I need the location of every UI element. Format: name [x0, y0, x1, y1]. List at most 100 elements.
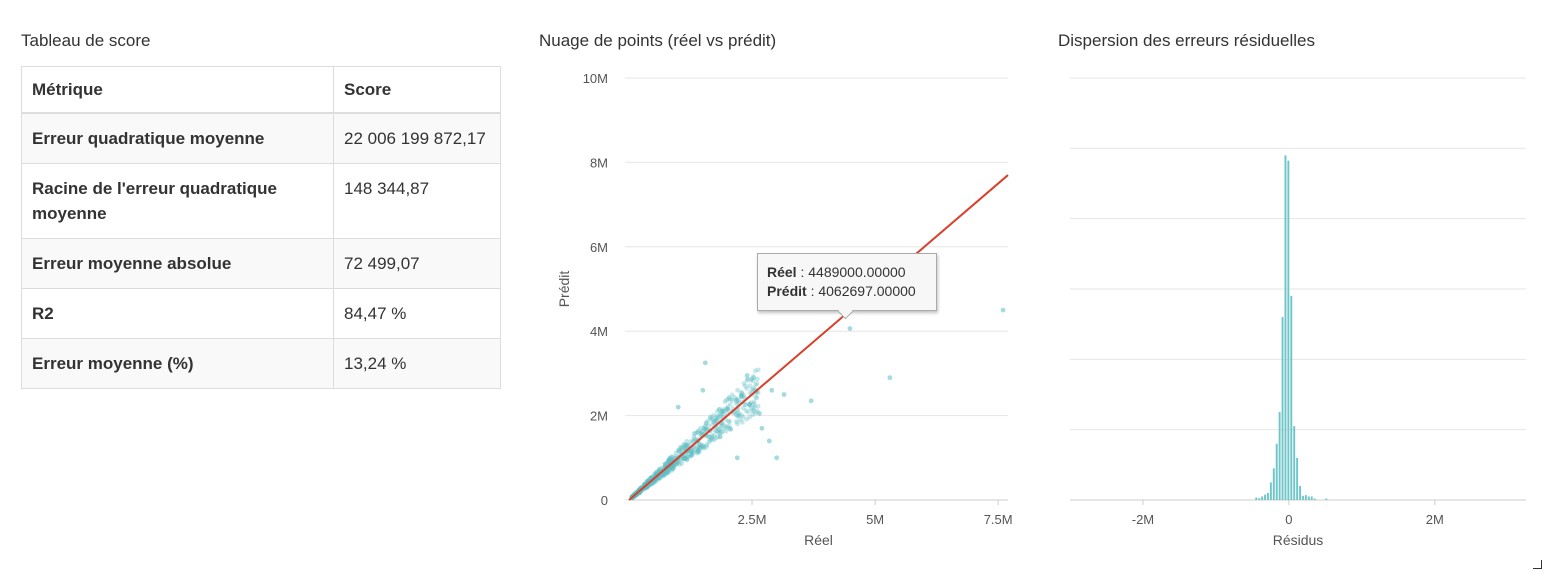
- scatter-point: [683, 455, 689, 461]
- scatter-point: [675, 448, 681, 453]
- x-tick-label: -2M: [1132, 512, 1154, 527]
- scatter-point: [691, 434, 697, 440]
- metric-cell: Erreur moyenne absolue: [21, 238, 334, 289]
- residuals-histogram[interactable]: -2M 0 2M Résidus: [1070, 77, 1526, 548]
- scatter-point: [655, 477, 660, 483]
- scatter-point: [744, 416, 750, 422]
- scatter-point: [720, 408, 726, 414]
- scatter-point: [662, 462, 668, 468]
- table-header-row: Métrique Score: [21, 66, 501, 114]
- scatter-point: [698, 432, 704, 437]
- x-tick-label: 2M: [1426, 512, 1444, 527]
- scatter-point: [662, 472, 668, 477]
- x-axis-label: Réel: [804, 532, 833, 548]
- scatter-point: [688, 453, 694, 459]
- scatter-point: [694, 450, 700, 456]
- scatter-point: [652, 471, 657, 477]
- y-tick-label: 8M: [590, 155, 608, 170]
- scatter-point: [735, 410, 741, 415]
- histogram-bar: [1299, 485, 1302, 500]
- scatter-point: [683, 456, 688, 462]
- scatter-point: [697, 441, 703, 447]
- scatter-point: [718, 426, 723, 432]
- scatter-point: [666, 457, 672, 463]
- scatter-point: [693, 446, 699, 452]
- scatter-point: [666, 458, 672, 464]
- residuals-chart-title: Dispersion des erreurs résiduelles: [1058, 31, 1316, 50]
- scatter-point: [699, 442, 705, 448]
- scatter-point: [720, 407, 726, 413]
- scatter-point: [781, 392, 787, 397]
- scatter-point: [709, 415, 715, 421]
- scatter-point: [847, 326, 853, 331]
- scatter-point: [737, 417, 743, 423]
- histogram-bar: [1293, 426, 1296, 500]
- scatter-point: [726, 419, 732, 425]
- scatter-point: [739, 412, 744, 418]
- scatter-point: [664, 469, 670, 475]
- scatter-point: [719, 429, 724, 435]
- scatter-point: [757, 411, 762, 416]
- scatter-point: [684, 457, 690, 463]
- scatter-point: [713, 418, 719, 424]
- scatter-point: [679, 444, 685, 450]
- scatter-point: [683, 443, 689, 449]
- scatter-point: [689, 448, 695, 454]
- scatter-point: [649, 481, 655, 487]
- histogram-bar: [1255, 497, 1258, 500]
- scatter-point: [751, 385, 756, 391]
- scatter-point: [698, 444, 703, 450]
- scatter-point: [728, 426, 734, 432]
- scatter-chart-title: Nuage de points (réel vs prédit): [539, 31, 777, 50]
- scatter-point: [716, 407, 722, 413]
- scatter-point: [682, 444, 688, 450]
- scatter-point: [694, 430, 700, 435]
- scatter-point: [716, 406, 722, 412]
- scatter-point: [742, 402, 748, 407]
- scatter-point: [702, 427, 708, 432]
- scatter-point: [753, 410, 759, 416]
- scatter-point: [723, 428, 729, 434]
- scatter-point: [732, 395, 738, 400]
- scatter-point: [709, 434, 714, 440]
- scatter-point: [717, 413, 723, 419]
- scatter-point: [740, 405, 746, 411]
- scatter-point: [720, 409, 726, 414]
- scatter-point: [689, 449, 695, 454]
- scatter-point: [740, 414, 746, 420]
- scatter-point: [662, 461, 668, 467]
- scatter-point: [750, 378, 756, 384]
- scatter-point: [710, 412, 716, 418]
- scatter-point: [734, 401, 739, 407]
- score-cell: 22 006 199 872,17: [333, 112, 501, 164]
- scatter-point: [755, 403, 761, 409]
- histogram-bar: [1307, 496, 1310, 500]
- scatter-point: [703, 426, 709, 432]
- scatter-point: [749, 376, 755, 382]
- scatter-point: [671, 464, 677, 470]
- scatter-point: [678, 444, 683, 450]
- histogram-bar: [1284, 155, 1287, 500]
- scatter-point: [681, 456, 686, 462]
- scatter-point: [735, 421, 740, 427]
- scatter-chart[interactable]: 0 2M 4M 6M 8M 10M 2.5M 5M 7.5M Réel Prédit: [556, 71, 1013, 548]
- scatter-point: [734, 397, 740, 402]
- resize-handle[interactable]: [1533, 560, 1542, 569]
- scatter-point: [658, 465, 664, 471]
- scatter-point: [754, 381, 760, 387]
- scatter-point: [714, 409, 720, 414]
- scatter-point: [694, 448, 700, 454]
- scatter-point: [744, 386, 750, 391]
- scatter-point: [676, 448, 682, 454]
- scatter-point: [653, 470, 658, 476]
- scatter-point: [666, 467, 672, 472]
- scatter-point: [730, 398, 735, 403]
- scatter-point: [722, 399, 728, 405]
- scatter-point: [679, 460, 685, 466]
- scatter-point: [735, 387, 740, 393]
- scatter-point: [743, 402, 749, 407]
- scatter-point: [674, 461, 679, 467]
- scatter-point: [666, 470, 672, 476]
- scatter-point: [654, 469, 660, 475]
